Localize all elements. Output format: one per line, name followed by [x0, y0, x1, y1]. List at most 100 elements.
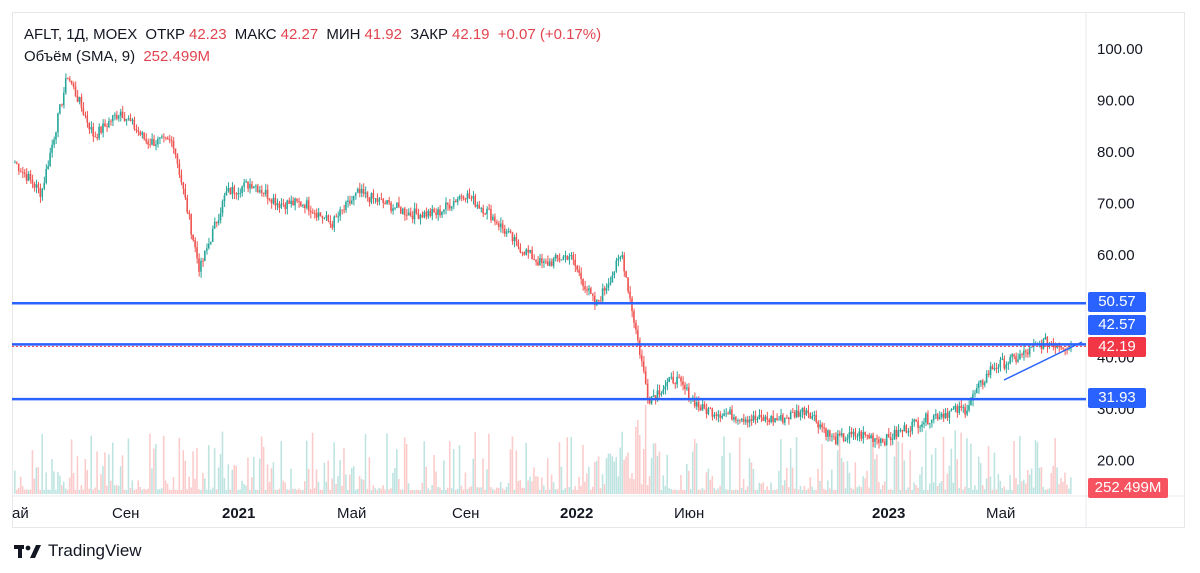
candle-body: [846, 438, 849, 440]
candle-body: [429, 210, 431, 216]
volume-bar: [141, 489, 143, 494]
candle-body: [413, 208, 416, 220]
volume-bar: [1009, 475, 1011, 494]
candle-body: [979, 380, 982, 383]
candle-body: [217, 220, 220, 224]
candle-body: [366, 192, 369, 198]
candle-body: [480, 207, 482, 209]
volume-bar: [879, 489, 882, 494]
volume-bar: [352, 466, 355, 494]
candle-body: [909, 431, 911, 432]
volume-bar: [560, 466, 563, 494]
candle-body: [452, 201, 455, 207]
volume-bar: [844, 488, 847, 494]
volume-bar: [678, 489, 680, 494]
candle-body: [1024, 350, 1027, 353]
volume-bar: [117, 485, 120, 494]
candle-body: [125, 118, 128, 121]
volume-bar: [856, 487, 859, 494]
candle-body: [186, 197, 188, 213]
x-tick-label: Сен: [452, 505, 479, 522]
candle-body: [631, 298, 633, 312]
volume-bar: [45, 472, 47, 494]
candle-body: [27, 174, 30, 181]
volume-bar: [805, 489, 808, 494]
candle-body: [1003, 358, 1005, 369]
candle-body: [1046, 336, 1049, 347]
support-resistance-levels[interactable]: [12, 302, 1086, 401]
volume-bar: [717, 488, 719, 494]
volume-bar: [1056, 467, 1058, 494]
volume-bar: [70, 439, 73, 494]
brand-name: TradingView: [48, 541, 142, 560]
candle-body: [983, 382, 986, 385]
trend-line[interactable]: [1003, 341, 1083, 381]
candle-body: [258, 190, 261, 192]
volume-bars: [14, 404, 1072, 494]
candle-body: [143, 132, 145, 140]
candle-body: [543, 261, 545, 263]
volume-bar: [597, 456, 600, 494]
tradingview-logo[interactable]: TradingView: [14, 541, 142, 561]
volume-bar: [262, 446, 265, 494]
candle-body: [121, 111, 124, 119]
candle-body: [196, 247, 198, 259]
volume-bar: [131, 480, 134, 494]
volume-bar: [398, 478, 400, 494]
volume-bar: [276, 489, 279, 494]
candle-body: [53, 139, 55, 145]
volume-bar: [294, 488, 296, 494]
candle-body: [96, 137, 98, 139]
candle-body: [721, 415, 723, 418]
candle-body: [799, 412, 802, 417]
candle-body: [448, 204, 451, 209]
volume-bar: [155, 443, 157, 494]
symbol-label: AFLT, 1Д, MOEX: [24, 26, 138, 43]
volume-bar: [482, 458, 484, 494]
candle-body: [544, 261, 547, 263]
volume-bar: [934, 447, 937, 494]
volume-bar: [190, 487, 192, 494]
volume-bar: [921, 466, 923, 494]
candle-body: [756, 419, 759, 420]
volume-bar: [850, 487, 853, 494]
volume-bar: [952, 482, 955, 494]
candle-body: [707, 408, 710, 415]
candle-body: [17, 163, 20, 172]
volume-bar: [705, 472, 708, 494]
candle-body: [962, 407, 964, 408]
volume-bar: [33, 478, 36, 494]
volume-bar: [535, 476, 537, 494]
candle-body: [613, 271, 616, 276]
volume-bar: [660, 489, 663, 494]
volume-bar: [811, 486, 813, 494]
candle-body: [1032, 344, 1035, 347]
volume-bar: [390, 488, 392, 494]
candle-body: [157, 138, 159, 145]
volume-bar: [345, 474, 347, 494]
candle-body: [1028, 347, 1031, 355]
volume-bar: [151, 468, 153, 494]
candle-body: [57, 113, 59, 133]
candle-body: [213, 221, 216, 229]
candle-body: [879, 438, 882, 444]
candle-body: [921, 424, 923, 427]
volume-bar: [586, 473, 588, 494]
candle-body: [294, 198, 296, 206]
volume-bar: [903, 460, 906, 494]
volume-bar: [1048, 488, 1051, 494]
candle-body: [499, 223, 502, 227]
candle-body: [834, 436, 837, 445]
candle-body: [356, 188, 359, 193]
volume-bar: [852, 489, 855, 494]
volume-bar: [789, 447, 792, 494]
volume-bar: [807, 488, 810, 494]
volume-bar: [993, 452, 996, 494]
candle-body: [401, 208, 404, 214]
volume-bar: [417, 489, 420, 494]
volume-bar: [870, 435, 872, 494]
volume-bar: [80, 485, 83, 494]
volume-bar: [621, 431, 623, 494]
volume-bar: [1070, 477, 1072, 494]
